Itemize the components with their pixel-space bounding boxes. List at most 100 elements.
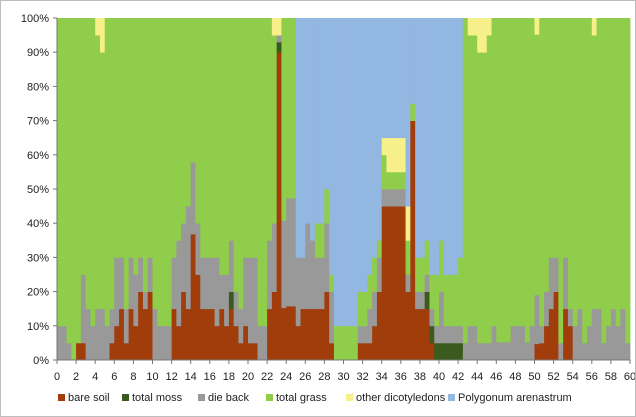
bar-segment: [419, 291, 426, 310]
bar-segment: [338, 325, 344, 361]
legend-swatch: [266, 394, 273, 401]
bar-segment: [200, 257, 206, 310]
bar-segment: [558, 18, 564, 344]
legend-swatch: [448, 394, 455, 401]
bar-segment: [453, 342, 459, 361]
bar-segment: [553, 257, 559, 292]
bar-segment: [367, 274, 373, 310]
bar-segment: [90, 325, 96, 361]
bar-segment: [147, 257, 153, 292]
bar-segment: [99, 18, 106, 53]
x-tick-label: 12: [165, 371, 177, 383]
bar-segment: [310, 240, 316, 310]
bar-segment: [109, 342, 115, 361]
bar-segment: [615, 325, 621, 361]
legend-label: Polygonum arenastrum: [458, 392, 572, 404]
x-tick-label: 50: [528, 371, 540, 383]
bar-segment: [76, 342, 82, 361]
bar-segment: [200, 18, 206, 258]
bar-segment: [357, 18, 363, 292]
bar-segment: [324, 18, 330, 190]
bar-segment: [348, 325, 354, 361]
bar-segment: [157, 18, 163, 327]
bar-segment: [109, 18, 115, 310]
x-tick-label: 54: [567, 371, 579, 383]
bar-segment: [434, 325, 440, 344]
bar-segment: [424, 291, 430, 310]
bar-segment: [295, 325, 301, 361]
bar-segment: [405, 274, 411, 292]
bar-segment: [372, 291, 378, 327]
bar-segment: [439, 342, 445, 361]
bar-segment: [534, 343, 540, 361]
bar-segment: [233, 291, 239, 327]
bar-segment: [80, 18, 87, 275]
bar-segment: [625, 18, 631, 344]
bar-segment: [477, 18, 483, 53]
bar-segment: [305, 308, 311, 361]
bar-segment: [95, 35, 101, 310]
bar-segment: [601, 18, 607, 344]
x-tick-label: 60: [624, 371, 635, 383]
bar-segment: [453, 325, 459, 344]
bar-segment: [267, 308, 273, 361]
bar-segment: [85, 18, 91, 310]
bar-segment: [319, 18, 325, 224]
bar-segment: [214, 325, 220, 361]
bar-segment: [99, 308, 106, 361]
bar-segment: [238, 342, 244, 361]
x-tick-label: 58: [605, 371, 617, 383]
bar-segment: [128, 257, 134, 310]
bar-segment: [524, 342, 531, 361]
bar-segment: [563, 308, 569, 361]
bar-segment: [405, 291, 411, 361]
x-tick-label: 32: [356, 371, 368, 383]
bar-segment: [410, 103, 416, 121]
bar-segment: [224, 274, 230, 327]
bar-segment: [147, 291, 153, 361]
bar-segment: [467, 18, 473, 36]
x-tick-label: 44: [471, 371, 483, 383]
bar-segment: [386, 137, 392, 173]
bar-segment: [147, 18, 153, 258]
bar-segment: [596, 308, 602, 361]
bar-segment: [66, 342, 72, 361]
x-tick-label: 42: [452, 371, 464, 383]
bar-segment: [99, 52, 106, 310]
bar-segment: [381, 154, 387, 190]
x-tick-label: 18: [223, 371, 235, 383]
bar-segment: [257, 18, 263, 327]
bar-segment: [434, 18, 440, 275]
bar-segment: [625, 342, 631, 361]
bar-segment: [224, 325, 230, 361]
bar-segment: [276, 35, 282, 43]
y-tick-label: 70%: [27, 116, 49, 128]
bar-segment: [376, 240, 383, 258]
bar-segment: [138, 257, 144, 292]
bar-segment: [348, 18, 354, 327]
x-tick-label: 8: [130, 371, 136, 383]
bar-segment: [142, 308, 149, 361]
bar-segment: [400, 171, 406, 190]
bar-segment: [496, 18, 502, 343]
bar-segment: [104, 325, 110, 361]
bar-segment: [152, 18, 158, 310]
bar-segment: [219, 308, 225, 361]
bar-segment: [329, 18, 335, 275]
x-tick-label: 40: [433, 371, 445, 383]
bar-segment: [620, 308, 626, 361]
bar-segment: [481, 342, 488, 361]
bar-segment: [109, 308, 115, 344]
bar-segment: [510, 18, 516, 327]
bar-segment: [501, 342, 507, 361]
bar-segment: [123, 342, 130, 361]
bar-segment: [305, 223, 311, 310]
x-tick-label: 38: [414, 371, 426, 383]
bar-segment: [415, 291, 421, 310]
bar-segment: [372, 18, 378, 258]
bar-segment: [587, 325, 593, 361]
bar-segment: [415, 308, 421, 361]
bar-segment: [429, 325, 435, 344]
bar-segment: [85, 308, 91, 361]
bar-segment: [429, 308, 435, 327]
